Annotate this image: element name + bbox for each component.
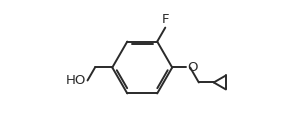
Text: HO: HO — [66, 74, 86, 87]
Text: F: F — [162, 14, 169, 26]
Text: O: O — [187, 61, 198, 74]
